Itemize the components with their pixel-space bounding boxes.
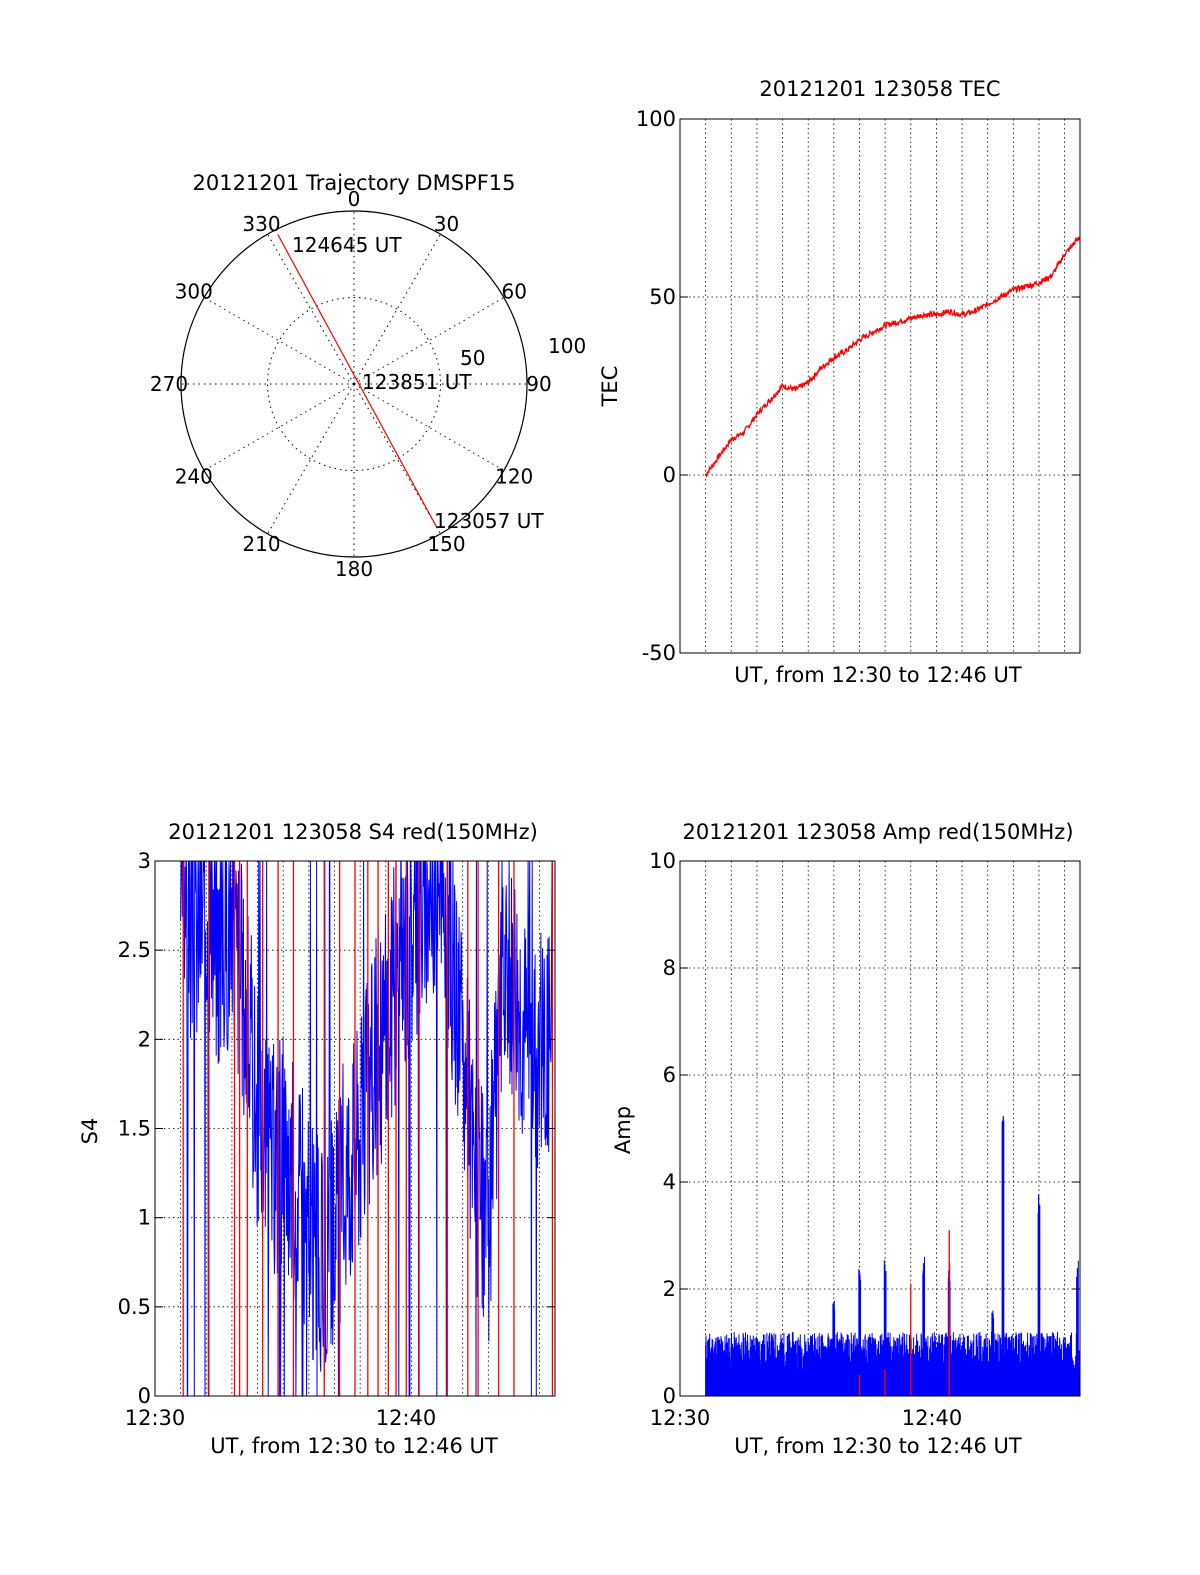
polar-angle-label-30: 30	[434, 212, 459, 236]
polar-angle-label-60: 60	[501, 280, 526, 304]
polar-spoke-240	[203, 383, 355, 471]
tec-plot-frame	[679, 118, 1081, 654]
s4-ytick-label: 2.5	[118, 938, 151, 962]
s4-series	[180, 860, 554, 1397]
trajectory-start-label: 123057 UT	[434, 509, 544, 533]
amp-grid	[680, 861, 1080, 1396]
s4-y-tick-labels: 0 0.5 1 1.5 2 2.5 3	[118, 849, 555, 1408]
polar-angle-label-210: 210	[242, 532, 280, 556]
amp-series	[705, 1116, 1081, 1396]
s4-ylabel: S4	[78, 1118, 102, 1145]
amp-y-tick-labels: 0 2 4 6 8 10	[649, 849, 1080, 1408]
tec-title: 20121201 123058 TEC	[759, 77, 1000, 101]
amp-xtick-1240: 12:40	[902, 1406, 963, 1430]
amp-ylabel: Amp	[611, 1106, 635, 1154]
polar-angle-label-180: 180	[335, 557, 373, 581]
amp-ytick-label: 8	[663, 956, 676, 980]
trajectory-line	[277, 234, 438, 529]
amp-title: 20121201 123058 Amp red(150MHz)	[682, 820, 1073, 844]
amp-plot-frame	[679, 860, 1081, 1397]
amp-xtick-1230: 12:30	[650, 1406, 711, 1430]
amp-ytick-label: 10	[649, 849, 676, 873]
s4-ytick-label: 2	[138, 1027, 151, 1051]
s4-blue-series	[180, 860, 553, 1397]
tec-ytick-label: 100	[636, 107, 676, 131]
polar-angle-label-120: 120	[495, 465, 533, 489]
s4-xtick-1230: 12:30	[125, 1406, 186, 1430]
polar-radial-label-50: 50	[460, 346, 485, 370]
amp-blue-series	[705, 1116, 1081, 1396]
polar-title: 20121201 Trajectory DMSPF15	[192, 171, 515, 195]
tec-panel: 20121201 123058 TEC -50 0 50 100 TEC UT, fr…	[598, 77, 1081, 687]
s4-ytick-label: 0.5	[118, 1295, 151, 1319]
polar-inner-circle	[267, 297, 441, 471]
polar-spoke-30	[353, 233, 441, 385]
tec-ytick-label: -50	[642, 641, 676, 665]
tec-ytick-label: 0	[663, 463, 676, 487]
polar-angle-label-150: 150	[427, 532, 465, 556]
amp-ytick-label: 2	[663, 1277, 676, 1301]
tec-ylabel: TEC	[598, 366, 622, 408]
s4-ytick-label: 1.5	[118, 1117, 151, 1141]
polar-outer-circle	[180, 210, 528, 558]
tec-ytick-label: 50	[649, 285, 676, 309]
polar-spoke-210	[267, 383, 355, 535]
polar-spoke-120	[353, 383, 505, 471]
s4-panel: 20121201 123058 S4 red(150MHz) 0 0.5 1 1.5 2…	[78, 820, 556, 1458]
s4-xtick-1240: 12:40	[376, 1406, 437, 1430]
tec-series-line	[705, 236, 1081, 478]
s4-ytick-label: 1	[138, 1206, 151, 1230]
polar-angle-label-0: 0	[348, 187, 361, 211]
polar-angle-labels: 0 30 60 90 120 150 180 210 240 270 300 330	[150, 187, 552, 581]
tec-grid	[680, 119, 1080, 653]
amp-xlabel: UT, from 12:30 to 12:46 UT	[734, 1434, 1022, 1458]
tec-y-tick-labels: -50 0 50 100	[636, 107, 1080, 665]
amp-ytick-label: 0	[663, 1384, 676, 1408]
polar-spoke-300	[203, 297, 355, 385]
trajectory-mid-label: 123851 UT	[362, 370, 472, 394]
s4-ytick-label: 3	[138, 849, 151, 873]
s4-title: 20121201 123058 S4 red(150MHz)	[168, 820, 538, 844]
s4-xlabel: UT, from 12:30 to 12:46 UT	[210, 1434, 498, 1458]
polar-angle-label-270: 270	[150, 372, 188, 396]
polar-radial-label-100: 100	[548, 334, 586, 358]
s4-ytick-label: 0	[138, 1384, 151, 1408]
polar-spoke-330	[267, 233, 355, 385]
polar-grid	[180, 210, 528, 558]
polar-angle-label-240: 240	[175, 465, 213, 489]
polar-spoke-60	[353, 297, 505, 385]
polar-angle-label-90: 90	[526, 372, 551, 396]
amp-ytick-label: 6	[663, 1063, 676, 1087]
trajectory-panel: 20121201 Trajectory DMSPF15 0 30 60 90 120 15…	[150, 171, 586, 581]
amp-ytick-label: 4	[663, 1170, 676, 1194]
tec-xlabel: UT, from 12:30 to 12:46 UT	[734, 663, 1022, 687]
trajectory-end-label: 124645 UT	[292, 233, 402, 257]
polar-angle-label-300: 300	[175, 280, 213, 304]
polar-angle-label-330: 330	[242, 212, 280, 236]
amp-panel: 20121201 123058 Amp red(150MHz) 0246810 …	[611, 820, 1081, 1458]
